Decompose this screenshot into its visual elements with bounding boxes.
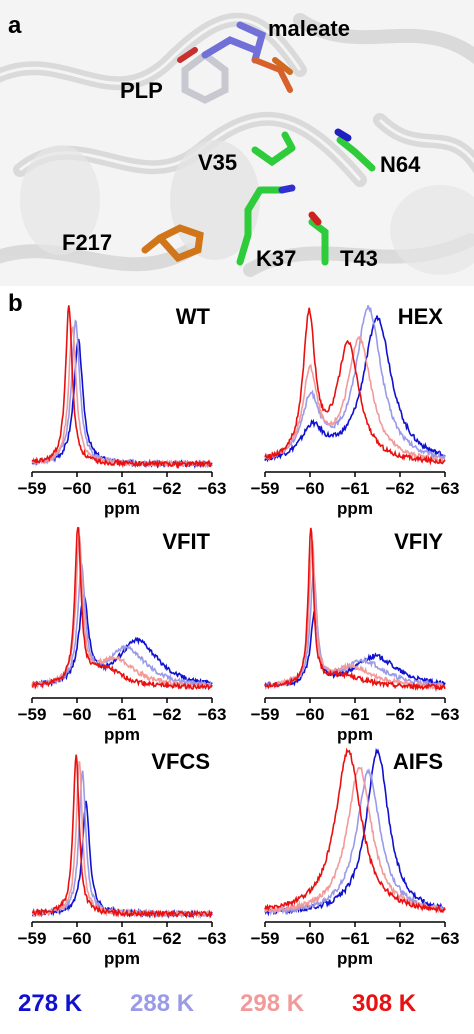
- spectrum-title: VFIY: [394, 529, 443, 554]
- x-tick-label: −62: [386, 929, 415, 948]
- t43-sticks: [308, 218, 329, 266]
- x-tick-label: −61: [108, 479, 137, 498]
- x-tick-label: −63: [431, 479, 460, 498]
- series-line-308k: [264, 307, 446, 466]
- series-line-308k: [31, 305, 213, 470]
- legend-298k: 298 K: [240, 990, 305, 1017]
- series-line-298k: [264, 335, 446, 464]
- x-axis-label: ppm: [104, 725, 140, 744]
- protein-structure-image: [0, 12, 474, 277]
- spectrum-title: VFCS: [151, 749, 210, 774]
- f217-label: F217: [62, 230, 113, 255]
- series-line-278k: [31, 800, 213, 919]
- spectrum-vfiy: VFIY −59 −60 −61 −62 −63 ppm: [251, 527, 460, 744]
- x-tick-label: −62: [386, 705, 415, 724]
- x-tick-label: −60: [63, 479, 92, 498]
- x-tick-label: −63: [431, 929, 460, 948]
- x-tick-label: −60: [63, 705, 92, 724]
- spectra-grid: WT −59 −60 −61 −62 −63 ppm HEX −59 −60 −61 −62 −63 pp…: [18, 304, 460, 968]
- series-line-288k: [32, 770, 213, 919]
- series-line-298k: [31, 761, 213, 919]
- series-line-308k: [31, 754, 213, 919]
- spectrum-wt: WT −59 −60 −61 −62 −63 ppm: [18, 304, 227, 518]
- x-tick-label: −59: [18, 479, 47, 498]
- series-line-298k: [31, 535, 213, 690]
- series-line-278k: [31, 338, 213, 470]
- x-tick-label: −63: [198, 479, 227, 498]
- x-tick-label: −61: [341, 705, 370, 724]
- v35-sticks: [251, 131, 296, 167]
- n64-label: N64: [380, 152, 421, 177]
- x-tick-label: −63: [431, 705, 460, 724]
- legend-288k: 288 K: [130, 990, 195, 1017]
- x-tick-label: −60: [296, 705, 325, 724]
- x-tick-label: −63: [198, 705, 227, 724]
- x-axis-label: ppm: [337, 949, 373, 968]
- x-tick-label: −61: [108, 705, 137, 724]
- series-line-288k: [264, 767, 445, 917]
- x-tick-label: −59: [18, 705, 47, 724]
- x-axis-label: ppm: [104, 499, 140, 518]
- legend-308k: 308 K: [352, 990, 417, 1017]
- x-tick-label: −62: [153, 929, 182, 948]
- maleate-label: maleate: [268, 16, 350, 41]
- series-line-278k: [31, 594, 213, 688]
- x-tick-label: −62: [153, 705, 182, 724]
- panel-a-letter: a: [8, 12, 22, 39]
- series-line-288k: [264, 570, 446, 691]
- x-tick-label: −63: [198, 929, 227, 948]
- series-line-288k: [31, 563, 213, 690]
- plp-label: PLP: [120, 78, 163, 103]
- spectrum-vfcs: VFCS −59 −60 −61 −62 −63 ppm: [18, 749, 227, 968]
- structure-panel: a maleate PLP V35 N64 F217 K37 T43: [0, 0, 474, 286]
- x-tick-label: −60: [63, 929, 92, 948]
- x-tick-label: −62: [153, 479, 182, 498]
- x-tick-label: −59: [251, 929, 280, 948]
- spectrum-title: AIFS: [393, 749, 443, 774]
- x-tick-label: −59: [251, 479, 280, 498]
- x-tick-label: −59: [18, 929, 47, 948]
- series-line-308k: [264, 527, 446, 693]
- series-line-308k: [264, 747, 446, 914]
- spectrum-vfit: VFIT −59 −60 −61 −62 −63 ppm: [18, 527, 227, 744]
- v35-label: V35: [198, 150, 238, 175]
- spectrum-hex: HEX −59 −60 −61 −62 −63 ppm: [251, 304, 460, 518]
- x-tick-label: −61: [108, 929, 137, 948]
- x-tick-label: −60: [296, 479, 325, 498]
- x-axis-label: ppm: [337, 725, 373, 744]
- plp-maleate-sticks: [177, 21, 293, 104]
- series-line-298k: [264, 766, 446, 914]
- x-tick-label: −62: [386, 479, 415, 498]
- x-axis-label: ppm: [337, 499, 373, 518]
- t43-label: T43: [340, 246, 378, 271]
- spectrum-title: WT: [176, 304, 211, 329]
- x-tick-label: −59: [251, 705, 280, 724]
- x-tick-label: −61: [341, 929, 370, 948]
- x-axis-label: ppm: [104, 949, 140, 968]
- series-line-288k: [264, 305, 446, 461]
- x-tick-label: −61: [341, 479, 370, 498]
- spectrum-aifs: AIFS −59 −60 −61 −62 −63 ppm: [251, 747, 460, 968]
- n64-sticks: [336, 136, 376, 172]
- panel-b-letter: b: [8, 290, 23, 317]
- spectrum-title: VFIT: [162, 529, 210, 554]
- spectrum-title: HEX: [398, 304, 444, 329]
- legend-278k: 278 K: [18, 990, 83, 1017]
- f217-sticks: [141, 224, 204, 263]
- x-tick-label: −60: [296, 929, 325, 948]
- series-line-278k: [264, 315, 446, 463]
- k37-label: K37: [256, 246, 297, 271]
- series-line-308k: [31, 527, 213, 691]
